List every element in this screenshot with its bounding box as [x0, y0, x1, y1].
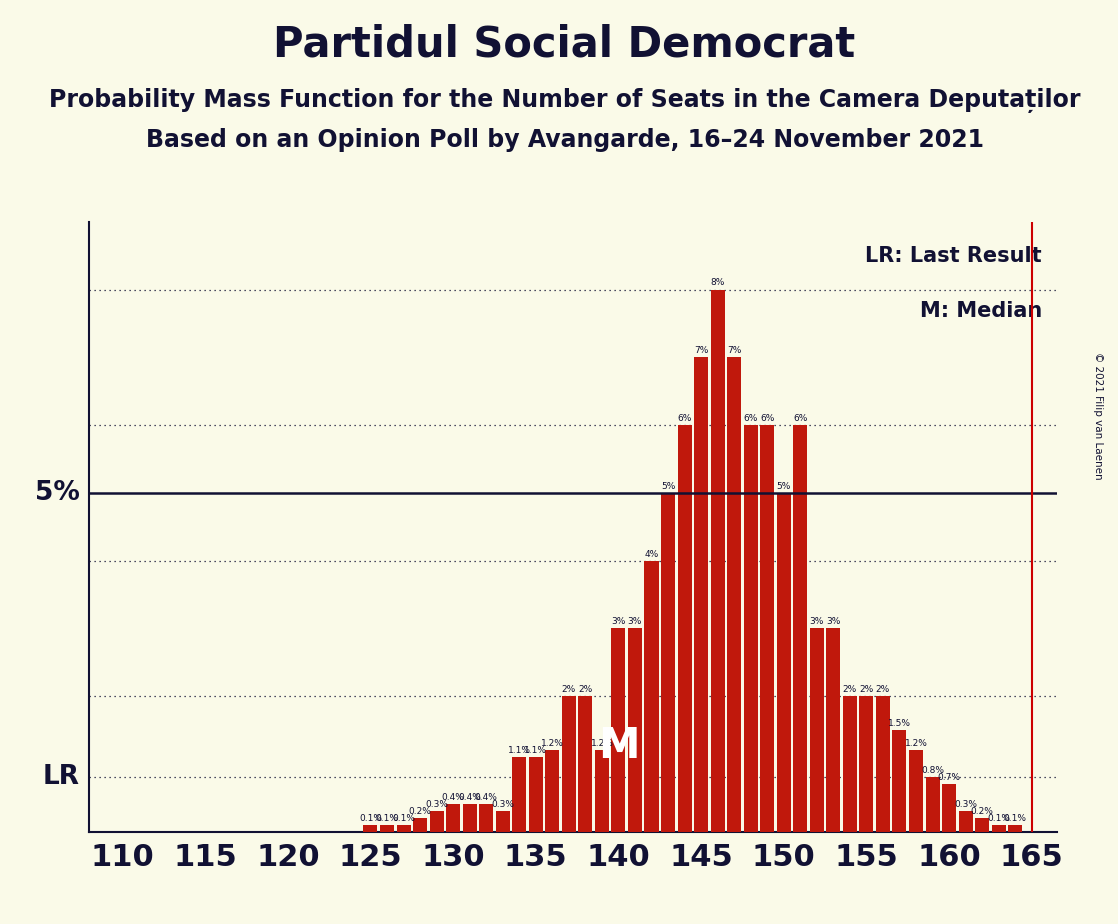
Text: 0.2%: 0.2%	[970, 807, 994, 816]
Bar	[480, 805, 493, 832]
Bar	[809, 628, 824, 832]
Text: 2%: 2%	[561, 685, 576, 694]
Bar	[380, 825, 394, 832]
Text: LR: Last Result: LR: Last Result	[865, 246, 1042, 266]
Text: M: Median: M: Median	[920, 301, 1042, 321]
Text: 5%: 5%	[777, 481, 790, 491]
Text: Based on an Opinion Poll by Avangarde, 16–24 November 2021: Based on an Opinion Poll by Avangarde, 1…	[145, 128, 984, 152]
Text: 3%: 3%	[628, 617, 642, 626]
Bar	[860, 696, 873, 832]
Text: 0.1%: 0.1%	[1004, 814, 1026, 822]
Text: 0.4%: 0.4%	[458, 794, 481, 802]
Bar	[794, 425, 807, 832]
Text: 2%: 2%	[843, 685, 858, 694]
Text: 8%: 8%	[710, 278, 724, 287]
Text: 0.2%: 0.2%	[408, 807, 432, 816]
Bar	[743, 425, 758, 832]
Bar	[413, 818, 427, 832]
Text: 1.5%: 1.5%	[888, 719, 911, 728]
Bar	[529, 757, 543, 832]
Bar	[429, 811, 444, 832]
Text: 0.1%: 0.1%	[359, 814, 382, 822]
Text: 1.1%: 1.1%	[508, 746, 531, 755]
Text: 0.8%: 0.8%	[921, 766, 944, 775]
Bar	[1008, 825, 1022, 832]
Bar	[661, 492, 675, 832]
Bar	[363, 825, 378, 832]
Text: 6%: 6%	[760, 414, 775, 423]
Bar	[495, 811, 510, 832]
Text: 0.4%: 0.4%	[475, 794, 498, 802]
Text: Partidul Social Democrat: Partidul Social Democrat	[274, 23, 855, 65]
Bar	[446, 805, 461, 832]
Text: 6%: 6%	[678, 414, 692, 423]
Bar	[843, 696, 856, 832]
Bar	[612, 628, 625, 832]
Text: © 2021 Filip van Laenen: © 2021 Filip van Laenen	[1093, 352, 1102, 480]
Text: 0.3%: 0.3%	[954, 800, 977, 809]
Text: Probability Mass Function for the Number of Seats in the Camera Deputaților: Probability Mass Function for the Number…	[49, 88, 1080, 113]
Bar	[578, 696, 593, 832]
Bar	[463, 805, 476, 832]
Text: 0.3%: 0.3%	[491, 800, 514, 809]
Text: 1.2%: 1.2%	[904, 739, 928, 748]
Text: 3%: 3%	[826, 617, 841, 626]
Bar	[760, 425, 775, 832]
Text: 6%: 6%	[743, 414, 758, 423]
Bar	[975, 818, 989, 832]
Text: 6%: 6%	[793, 414, 807, 423]
Text: 5%: 5%	[661, 481, 675, 491]
Bar	[512, 757, 527, 832]
Text: 7%: 7%	[727, 346, 741, 355]
Bar	[992, 825, 1006, 832]
Bar	[727, 358, 741, 832]
Text: 5%: 5%	[35, 480, 79, 505]
Bar	[777, 492, 790, 832]
Bar	[875, 696, 890, 832]
Text: 0.7%: 0.7%	[938, 773, 960, 782]
Text: 2%: 2%	[578, 685, 593, 694]
Text: 3%: 3%	[809, 617, 824, 626]
Bar	[694, 358, 708, 832]
Text: 0.4%: 0.4%	[442, 794, 465, 802]
Bar	[942, 784, 956, 832]
Text: 0.1%: 0.1%	[376, 814, 398, 822]
Bar	[628, 628, 642, 832]
Bar	[644, 561, 659, 832]
Text: 2%: 2%	[860, 685, 873, 694]
Text: 0.1%: 0.1%	[987, 814, 1011, 822]
Text: 3%: 3%	[612, 617, 626, 626]
Text: M: M	[598, 725, 639, 767]
Text: 0.1%: 0.1%	[392, 814, 415, 822]
Text: 7%: 7%	[694, 346, 709, 355]
Bar	[546, 750, 559, 832]
Bar	[711, 289, 724, 832]
Text: 2%: 2%	[875, 685, 890, 694]
Text: 1.2%: 1.2%	[541, 739, 563, 748]
Bar	[909, 750, 923, 832]
Bar	[562, 696, 576, 832]
Bar	[826, 628, 841, 832]
Text: LR: LR	[42, 764, 79, 790]
Bar	[678, 425, 692, 832]
Bar	[397, 825, 410, 832]
Text: 1.1%: 1.1%	[524, 746, 548, 755]
Bar	[892, 730, 907, 832]
Bar	[958, 811, 973, 832]
Bar	[926, 777, 939, 832]
Text: 0.3%: 0.3%	[425, 800, 448, 809]
Bar	[595, 750, 609, 832]
Text: 4%: 4%	[644, 550, 659, 558]
Text: 1.2%: 1.2%	[590, 739, 614, 748]
